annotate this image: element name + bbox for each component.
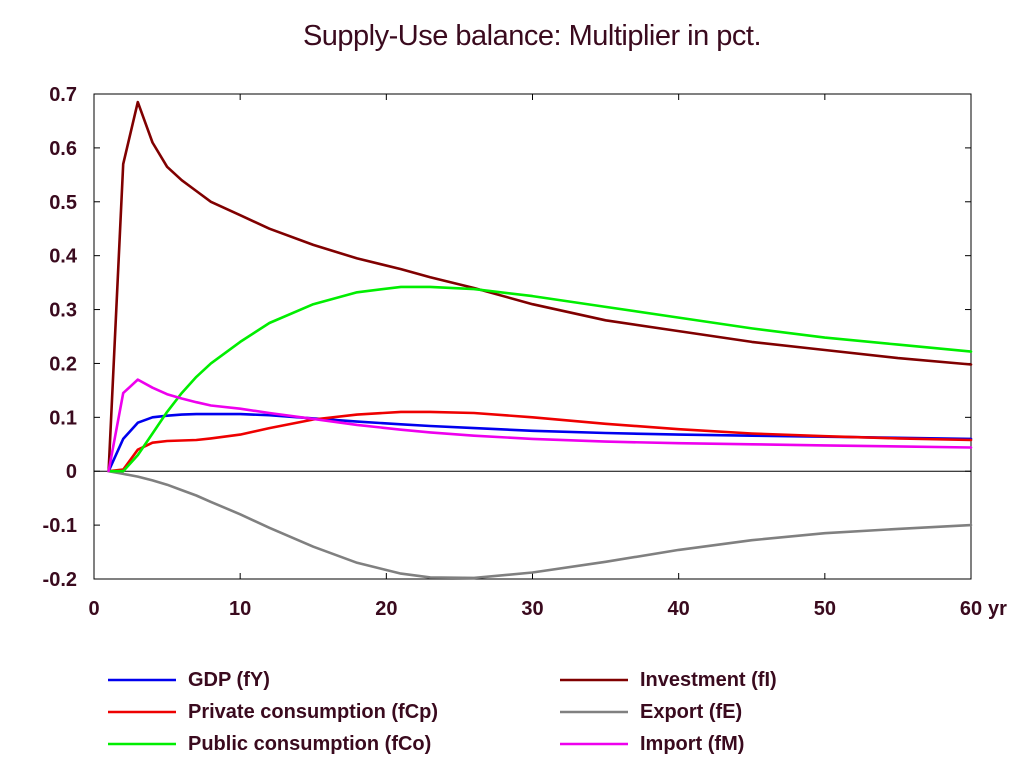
y-tick-label: -0.2 <box>43 569 77 591</box>
x-tick-label: 20 <box>375 598 397 620</box>
x-tick-label: 30 <box>521 598 543 620</box>
chart-axes: 0.7 0.6 0.5 0.4 0.3 0.2 0.1 0 -0.1 -0.2 0 10 20 30 40 5… <box>43 84 1008 620</box>
y-tick-label: 0 <box>66 461 77 483</box>
y-tick-label: -0.1 <box>43 515 77 537</box>
x-tick-label: 10 <box>229 598 251 620</box>
chart-legend: GDP (fY) Investment (fI) Private consumpti… <box>108 669 777 755</box>
legend-label: GDP (fY) <box>188 669 270 691</box>
series-line <box>107 100 973 473</box>
legend-label: Public consumption (fCo) <box>188 733 431 755</box>
series-line <box>107 378 973 473</box>
y-tick-label: 0.5 <box>49 192 77 214</box>
y-tick-label: 0.4 <box>49 246 78 268</box>
plot-frame <box>93 93 972 580</box>
legend-label: Import (fM) <box>640 733 744 755</box>
x-tick-label: 50 <box>814 598 836 620</box>
y-tick-label: 0.1 <box>49 407 77 429</box>
y-tick-label: 0.6 <box>49 138 77 160</box>
chart-series <box>107 100 973 580</box>
x-unit-label: yr <box>988 598 1007 620</box>
series-line <box>107 285 973 473</box>
x-tick-label: 0 <box>88 598 99 620</box>
legend-label: Export (fE) <box>640 701 742 723</box>
x-tick-label: 40 <box>668 598 690 620</box>
chart-title: Supply-Use balance: Multiplier in pct. <box>302 20 762 52</box>
legend-label: Private consumption (fCp) <box>188 701 438 723</box>
legend-label: Investment (fI) <box>640 669 777 691</box>
y-tick-label: 0.2 <box>49 353 77 375</box>
series-line <box>107 469 973 580</box>
y-tick-label: 0.3 <box>49 300 77 322</box>
series-line <box>107 412 973 473</box>
x-tick-label: 60 <box>960 598 982 620</box>
series-line <box>107 410 973 473</box>
y-tick-label: 0.7 <box>49 84 77 106</box>
